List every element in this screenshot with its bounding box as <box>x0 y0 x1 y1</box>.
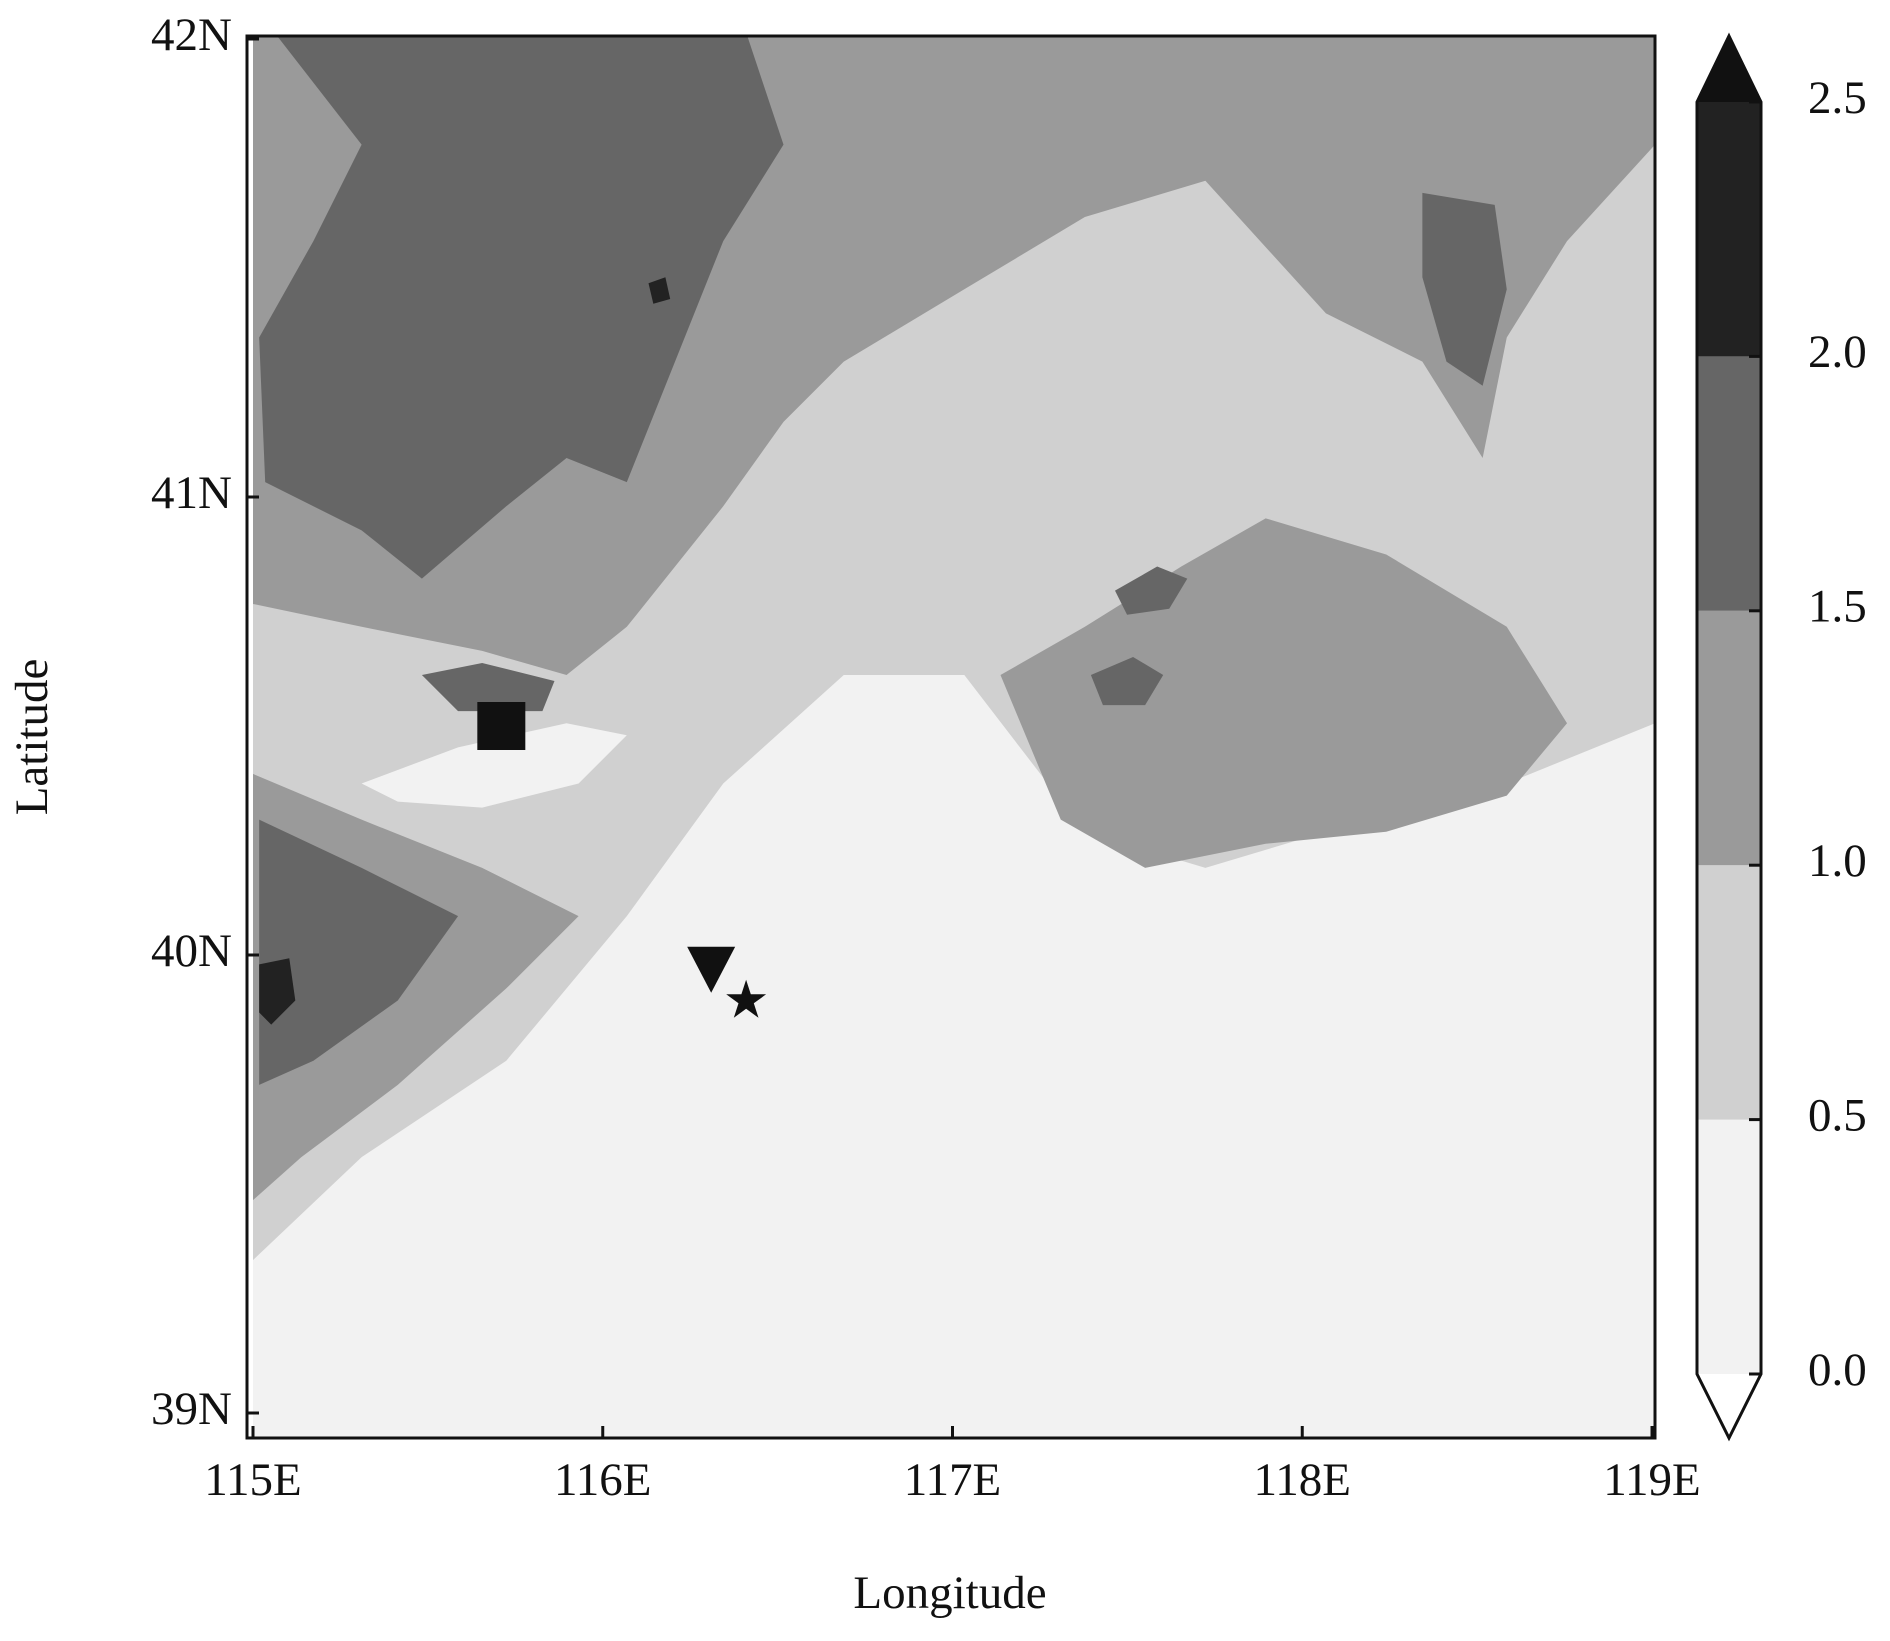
y-tick-label: 41N <box>151 467 232 519</box>
x-tick-label: 118E <box>1254 1454 1351 1506</box>
x-tick-label: 115E <box>204 1454 301 1506</box>
y-tick-label: 40N <box>151 925 232 977</box>
colorbar-extend-max <box>1697 36 1761 102</box>
colorbar-segment <box>1697 1119 1761 1374</box>
colorbar-tick-label: 1.0 <box>1808 835 1867 887</box>
y-tick-label: 39N <box>151 1383 232 1435</box>
level-area <box>1090 656 1164 706</box>
colorbar-tick-label: 0.0 <box>1808 1344 1867 1396</box>
colorbar-segment <box>1697 356 1761 611</box>
colorbar-segment <box>1697 865 1761 1120</box>
x-tick-label: 119E <box>1603 1454 1700 1506</box>
y-tick-label: 42N <box>151 9 232 61</box>
terrain-field <box>253 36 1655 1438</box>
colorbar-extend-min <box>1697 1374 1761 1438</box>
level-area <box>1422 192 1507 386</box>
marker-star <box>726 979 767 1018</box>
colorbar-tick-label: 1.5 <box>1808 581 1867 633</box>
x-tick-label: 117E <box>904 1454 1001 1506</box>
level-area <box>259 958 296 1025</box>
marker-square <box>477 702 526 750</box>
x-tick-label: 116E <box>554 1454 651 1506</box>
level-area <box>421 662 555 712</box>
colorbar-segment <box>1697 102 1761 357</box>
level-area <box>361 723 627 808</box>
level-area <box>1114 566 1188 615</box>
marker-triangle <box>687 946 736 993</box>
colorbar-tick-label: 2.0 <box>1808 326 1867 378</box>
y-axis-label: Latitude <box>6 659 58 816</box>
colorbar-tick-label: 0.5 <box>1808 1089 1867 1141</box>
level-area <box>648 277 671 304</box>
colorbar-segment <box>1697 610 1761 866</box>
colorbar-tick-label: 2.5 <box>1808 72 1867 124</box>
level-area <box>259 36 784 579</box>
x-axis-label: Longitude <box>853 1567 1046 1619</box>
level-area <box>259 819 459 1085</box>
